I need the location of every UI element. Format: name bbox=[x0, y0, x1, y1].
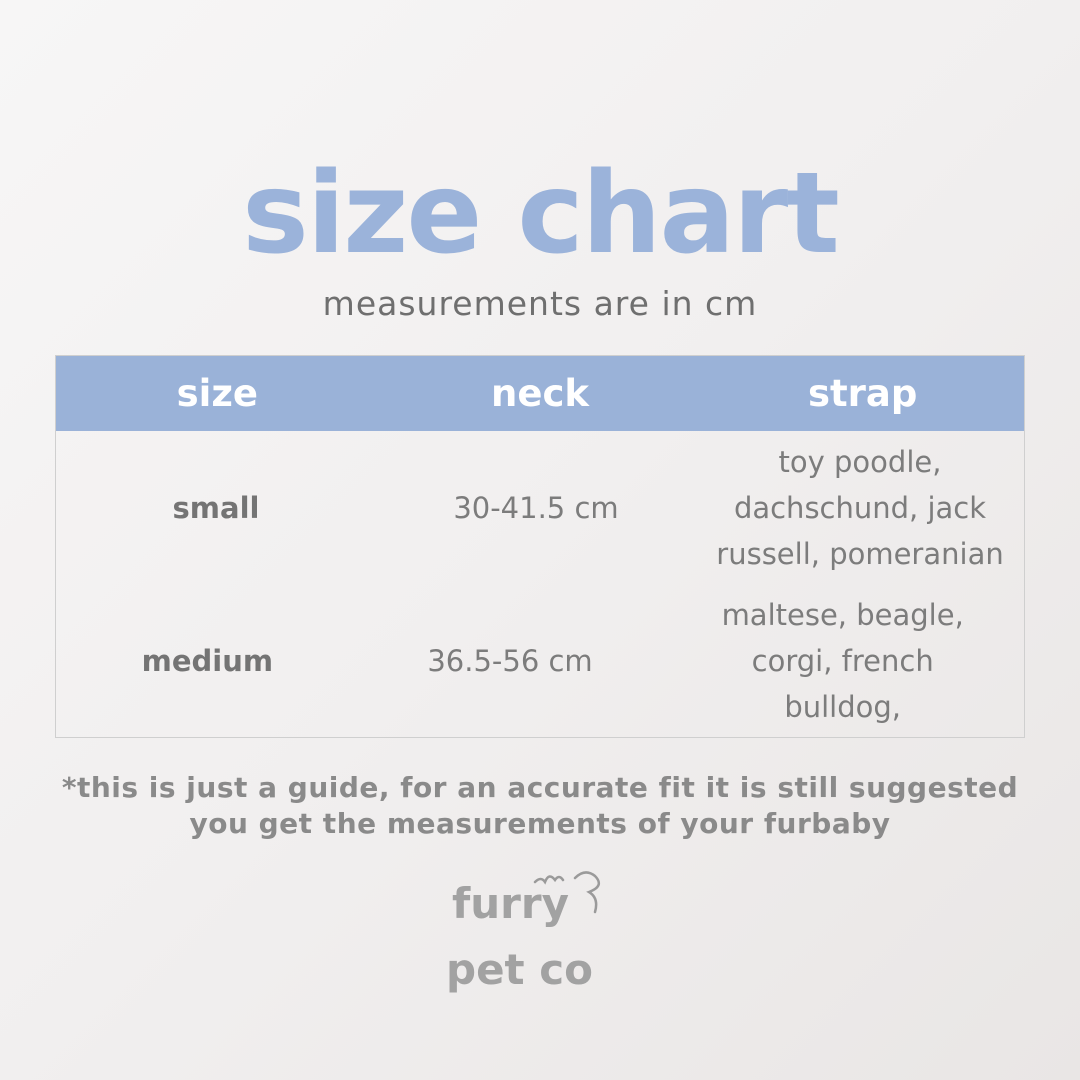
cell-size: small bbox=[172, 490, 260, 525]
note-line-1: *this is just a guide, for an accurate f… bbox=[61, 771, 1019, 804]
cell-strap: maltese, beagle, corgi, french bulldog, bbox=[721, 597, 964, 724]
logo-line-1: furry bbox=[452, 879, 569, 928]
fit-note: *this is just a guide, for an accurate f… bbox=[0, 770, 1080, 842]
header-strap: strap bbox=[807, 372, 918, 415]
table-header: size neck strap bbox=[56, 356, 1024, 431]
cell-neck: 36.5-56 cm bbox=[427, 643, 593, 678]
cell-neck: 30-41.5 cm bbox=[453, 490, 619, 525]
page-title: size chart bbox=[242, 149, 840, 279]
cell-size: medium bbox=[141, 643, 274, 678]
cell-strap: toy poodle, dachschund, jack russell, po… bbox=[716, 444, 1004, 571]
header-neck: neck bbox=[491, 372, 589, 415]
page-subtitle: measurements are in cm bbox=[322, 284, 758, 323]
size-table: size neck strap small 30-41.5 cm toy poo… bbox=[55, 355, 1025, 738]
logo-squiggle-icon bbox=[533, 871, 601, 914]
table-row: medium 36.5-56 cm maltese, beagle, corgi… bbox=[56, 584, 1024, 737]
note-line-2: you get the measurements of your furbaby bbox=[189, 807, 891, 840]
table-row: small 30-41.5 cm toy poodle, dachschund,… bbox=[56, 431, 1024, 584]
header-size: size bbox=[176, 372, 258, 415]
brand-logo: furry pet co bbox=[446, 871, 601, 994]
logo-line-2: pet co bbox=[446, 945, 593, 994]
